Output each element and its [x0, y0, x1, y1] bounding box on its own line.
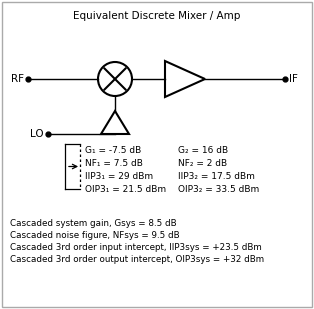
- Text: RF: RF: [11, 74, 24, 84]
- Text: IIP3₂ = 17.5 dBm: IIP3₂ = 17.5 dBm: [178, 172, 255, 181]
- Text: NF₂ = 2 dB: NF₂ = 2 dB: [178, 159, 227, 168]
- Text: IIP3₁ = 29 dBm: IIP3₁ = 29 dBm: [85, 172, 153, 181]
- Text: Cascaded 3rd order output intercept, OIP3sys = +32 dBm: Cascaded 3rd order output intercept, OIP…: [10, 255, 264, 264]
- Text: Equivalent Discrete Mixer / Amp: Equivalent Discrete Mixer / Amp: [73, 11, 241, 21]
- Text: IF: IF: [289, 74, 298, 84]
- Text: OIP3₁ = 21.5 dBm: OIP3₁ = 21.5 dBm: [85, 185, 166, 194]
- Text: Cascaded system gain, Gsys = 8.5 dB: Cascaded system gain, Gsys = 8.5 dB: [10, 219, 176, 228]
- Text: NF₁ = 7.5 dB: NF₁ = 7.5 dB: [85, 159, 143, 168]
- Text: Cascaded noise figure, NFsys = 9.5 dB: Cascaded noise figure, NFsys = 9.5 dB: [10, 231, 180, 240]
- Text: LO: LO: [30, 129, 44, 139]
- Text: Cascaded 3rd order input intercept, IIP3sys = +23.5 dBm: Cascaded 3rd order input intercept, IIP3…: [10, 243, 262, 252]
- FancyBboxPatch shape: [2, 2, 312, 307]
- Text: G₂ = 16 dB: G₂ = 16 dB: [178, 146, 228, 155]
- Text: G₁ = -7.5 dB: G₁ = -7.5 dB: [85, 146, 141, 155]
- Text: OIP3₂ = 33.5 dBm: OIP3₂ = 33.5 dBm: [178, 185, 259, 194]
